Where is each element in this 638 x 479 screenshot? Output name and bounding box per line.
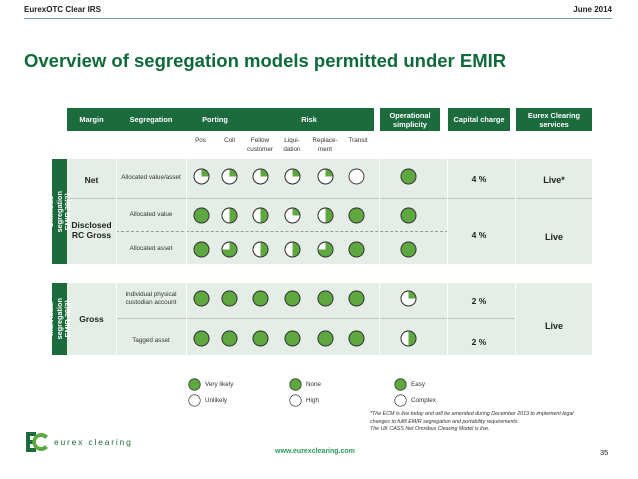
capital-charge-disclosed: 4 % xyxy=(471,230,487,240)
capital-charge-tagged: 2 % xyxy=(471,337,487,347)
subcol-pos: Pos xyxy=(195,137,206,144)
page-title: Overview of segregation models permitted… xyxy=(24,50,507,71)
row-divider xyxy=(67,198,592,199)
legend-ball-6 xyxy=(394,394,407,407)
harvey-ball-r4-c7 xyxy=(400,290,417,307)
harvey-ball-r5-c4 xyxy=(284,330,301,347)
harvey-ball-r2-c6 xyxy=(348,207,365,224)
footnote-line: changes to fulfil EMIR segregation and p… xyxy=(370,418,519,425)
row-divider xyxy=(116,318,516,319)
col-separator xyxy=(186,159,187,355)
subcol-fellow-customer: Fellow customer xyxy=(247,137,273,153)
legend-label-complex: Complex xyxy=(411,397,436,404)
legend-ball-4 xyxy=(289,394,302,407)
segregation-allocated-value-asset: Allocated value/asset xyxy=(121,174,181,181)
group-label-individual: Individual segregation EMIR 39(3) xyxy=(46,283,72,355)
col-margin-header: Margin xyxy=(67,108,116,131)
col-segregation-header: Segregation xyxy=(116,108,186,131)
subcol-replacement: Replace-ment xyxy=(312,137,338,153)
footnote-line: *The ECM is live today and will be amend… xyxy=(370,411,574,417)
footnote: *The ECM is live today and will be amend… xyxy=(370,411,610,434)
header-divider xyxy=(24,18,612,19)
harvey-ball-r5-c7 xyxy=(400,330,417,347)
harvey-ball-r2-c3 xyxy=(252,207,269,224)
eurex-clearing-logo: eurex clearing xyxy=(24,430,154,454)
footnote-line: The UK CASS Net Omnibus Clearing Model i… xyxy=(370,426,490,432)
harvey-ball-r1-c2 xyxy=(221,168,238,185)
harvey-ball-r3-c4 xyxy=(284,241,301,258)
segregation-individual-physical-custodian-account: Individual physical custodian account xyxy=(125,291,177,306)
harvey-ball-r2-c1 xyxy=(193,207,210,224)
col-services-header: Eurex Clearing services xyxy=(516,108,592,131)
harvey-ball-r1-c7 xyxy=(400,168,417,185)
harvey-ball-r3-c1 xyxy=(193,241,210,258)
website-link[interactable]: www.eurexclearing.com xyxy=(275,448,355,455)
harvey-ball-r2-c2 xyxy=(221,207,238,224)
services-individual: Live xyxy=(544,321,563,331)
group-label-omnibus: Omnibus segregation EMIR 39(2) xyxy=(46,159,72,264)
harvey-ball-r3-c3 xyxy=(252,241,269,258)
harvey-ball-r1-c1 xyxy=(193,168,210,185)
segregation-allocated-value: Allocated value xyxy=(129,211,173,218)
legend-ball-5 xyxy=(394,378,407,391)
legend-label-unlikely: Unlikely xyxy=(205,397,228,404)
harvey-ball-r3-c7 xyxy=(400,241,417,258)
harvey-ball-r1-c3 xyxy=(252,168,269,185)
harvey-ball-r3-c5 xyxy=(317,241,334,258)
harvey-ball-r4-c3 xyxy=(252,290,269,307)
harvey-ball-r5-c5 xyxy=(317,330,334,347)
page-number: 35 xyxy=(600,448,609,457)
col-porting-header: Porting xyxy=(186,108,244,131)
col-separator xyxy=(116,159,117,355)
harvey-ball-r2-c7 xyxy=(400,207,417,224)
subcol-transit: Transit xyxy=(348,137,368,144)
legend-label-very-likely: Very likely xyxy=(205,381,234,388)
legend-label-none: None xyxy=(306,381,322,388)
harvey-ball-r4-c1 xyxy=(193,290,210,307)
row-divider-dashed xyxy=(116,231,448,232)
margin-gross: Gross xyxy=(79,314,104,324)
subcol-coll: Coll xyxy=(224,137,235,144)
harvey-ball-r3-c6 xyxy=(348,241,365,258)
subcol-liquidation: Liqui-dation xyxy=(283,137,301,153)
harvey-ball-r4-c5 xyxy=(317,290,334,307)
legend-label-high: High xyxy=(306,397,319,404)
services-net: Live* xyxy=(543,175,565,185)
document-date: June 2014 xyxy=(573,5,612,14)
segregation-allocated-asset: Allocated asset xyxy=(129,245,173,252)
services-disclosed: Live xyxy=(544,232,563,242)
col-risk-header: Risk xyxy=(244,108,374,131)
col-separator xyxy=(515,159,516,355)
harvey-ball-r2-c5 xyxy=(317,207,334,224)
harvey-ball-r1-c4 xyxy=(284,168,301,185)
harvey-ball-r1-c5 xyxy=(317,168,334,185)
legend-ball-2 xyxy=(188,394,201,407)
segregation-tagged-asset: Tagged asset xyxy=(132,337,170,344)
ec-logo-icon xyxy=(26,432,48,452)
harvey-ball-r4-c4 xyxy=(284,290,301,307)
legend-ball-3 xyxy=(289,378,302,391)
harvey-ball-r1-c6 xyxy=(348,168,365,185)
legend-ball-1 xyxy=(188,378,201,391)
col-capital-header: Capital charge xyxy=(448,108,510,131)
col-separator xyxy=(379,159,380,355)
document-header-label: EurexOTC Clear IRS xyxy=(24,5,101,14)
harvey-ball-r4-c2 xyxy=(221,290,238,307)
col-separator xyxy=(447,159,448,355)
capital-charge-physical: 2 % xyxy=(471,296,487,306)
harvey-ball-r5-c6 xyxy=(348,330,365,347)
margin-net: Net xyxy=(84,174,99,185)
harvey-ball-r3-c2 xyxy=(221,241,238,258)
col-operational-header: Operational simplicity xyxy=(380,108,440,131)
margin-disclosed-rc-gross: Disclosed RC Gross xyxy=(71,220,112,240)
harvey-ball-r5-c2 xyxy=(221,330,238,347)
harvey-ball-r2-c4 xyxy=(284,207,301,224)
harvey-ball-r4-c6 xyxy=(348,290,365,307)
logo-wordmark: eurex clearing xyxy=(54,437,133,447)
harvey-ball-r5-c1 xyxy=(193,330,210,347)
legend-label-easy: Easy xyxy=(411,381,425,388)
harvey-ball-r5-c3 xyxy=(252,330,269,347)
capital-charge-net: 4 % xyxy=(471,174,487,184)
